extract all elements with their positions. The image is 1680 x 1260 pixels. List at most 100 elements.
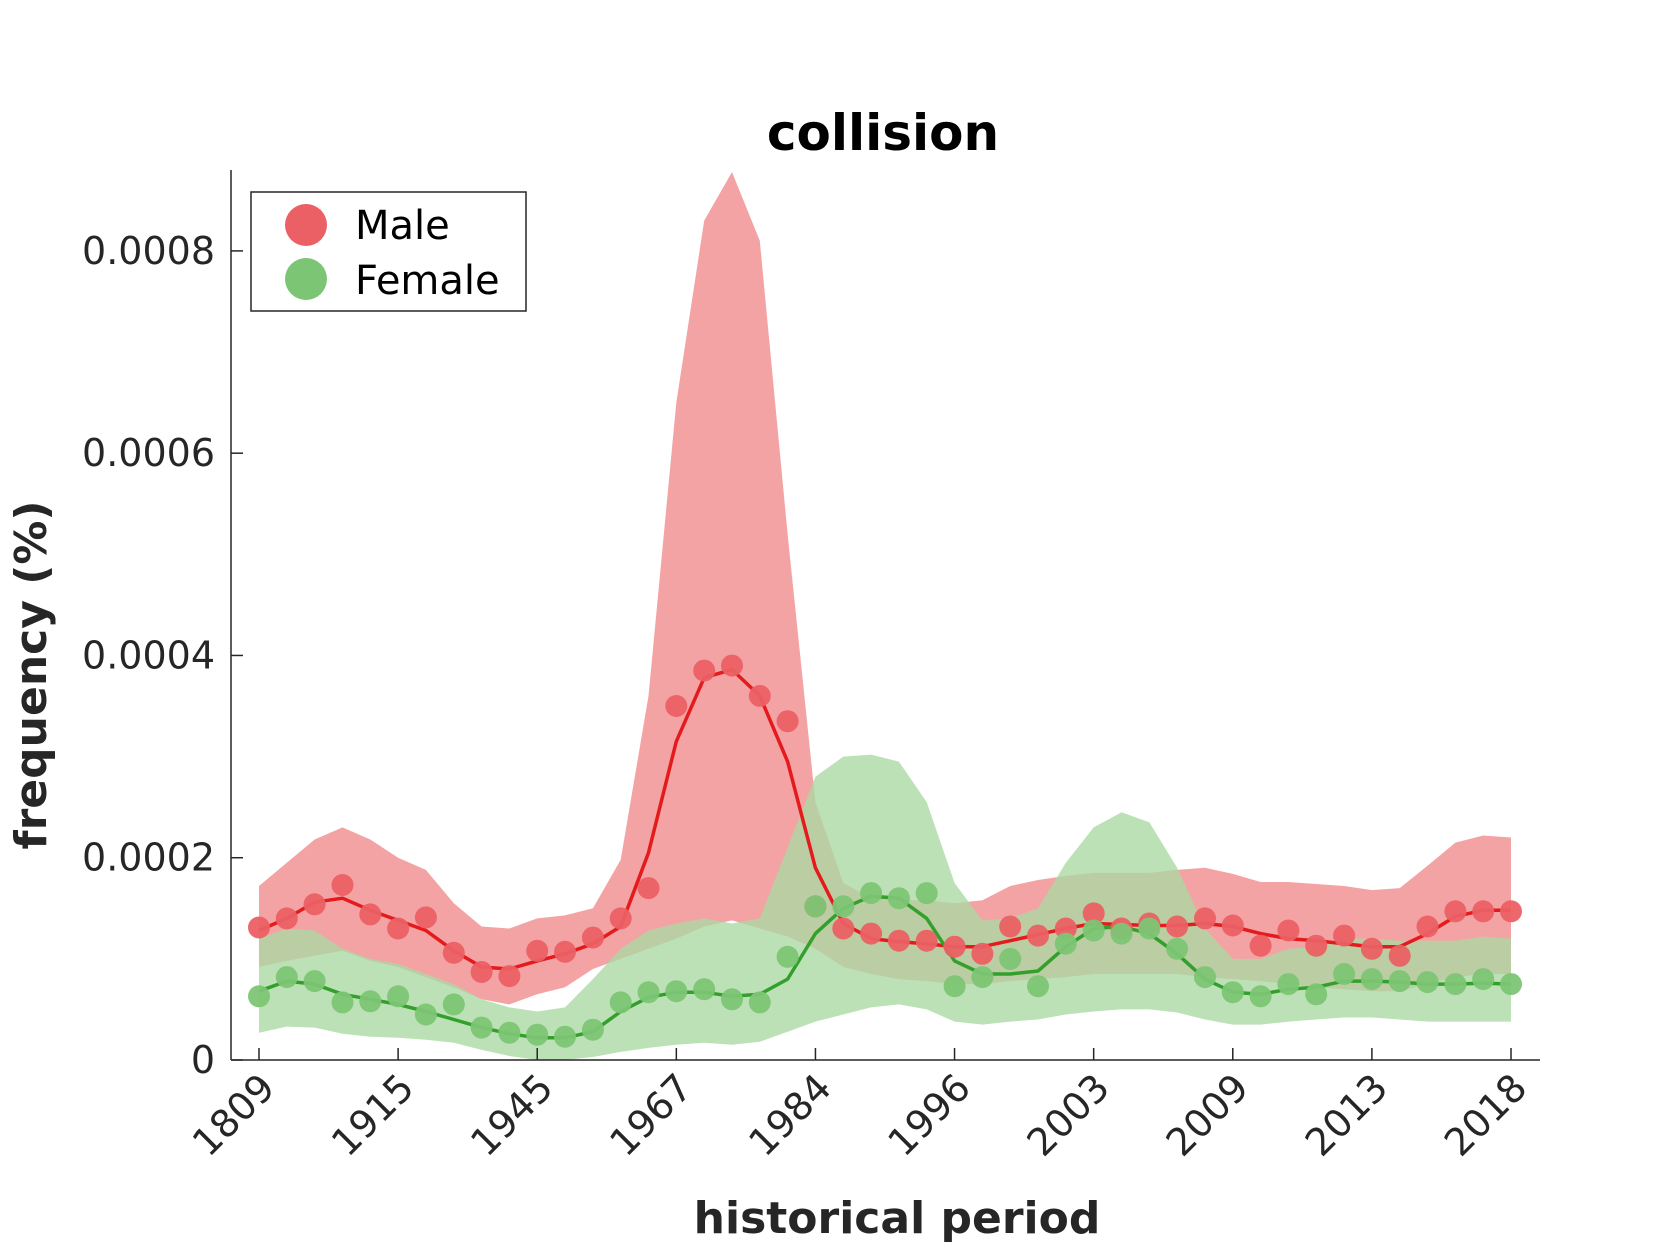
x-tick-label: 1967 [601, 1065, 701, 1165]
point-female [331, 991, 354, 1014]
point-female [526, 1023, 549, 1046]
x-tick-label: 2009 [1158, 1065, 1258, 1165]
point-male [748, 684, 771, 707]
point-male [1221, 914, 1244, 937]
y-tick-label: 0.0006 [82, 431, 215, 475]
legend-label-male: Male [355, 203, 450, 249]
point-female [1082, 919, 1105, 942]
point-male [1249, 934, 1272, 957]
axes [230, 170, 1540, 1061]
line-female [258, 894, 1512, 1040]
point-female [1305, 983, 1328, 1006]
point-male [943, 935, 966, 958]
point-male [971, 942, 994, 965]
point-female [860, 882, 883, 905]
point-female [1416, 971, 1439, 994]
point-female [470, 1016, 493, 1039]
x-tick-label: 1984 [740, 1065, 840, 1165]
point-male [721, 654, 743, 677]
point-male [1027, 924, 1049, 947]
y-tick-label: 0.0002 [82, 836, 215, 880]
point-female [498, 1021, 521, 1044]
x-tick-label: 2018 [1436, 1065, 1536, 1165]
point-female [248, 985, 270, 1008]
band-male [259, 172, 1511, 1005]
point-male [359, 903, 382, 926]
point-female [1472, 968, 1495, 991]
point-male [1500, 900, 1522, 923]
y-tick-label: 0.0008 [82, 229, 215, 273]
point-male [860, 922, 883, 945]
point-female [1138, 917, 1161, 940]
point-male [248, 916, 270, 939]
point-female [1360, 968, 1383, 991]
point-female [1277, 973, 1300, 996]
point-male [999, 915, 1022, 938]
point-female [414, 1003, 437, 1026]
point-male [776, 710, 799, 733]
x-tick-label: 2003 [1019, 1065, 1119, 1165]
point-female [1027, 975, 1049, 998]
point-male [1082, 902, 1105, 925]
y-tick-label: 0.0004 [82, 633, 215, 677]
point-male [693, 659, 716, 682]
point-male [554, 940, 576, 963]
point-female [832, 895, 855, 918]
point-male [275, 907, 298, 930]
point-male [1277, 919, 1300, 942]
point-male [1305, 934, 1328, 957]
legend-marker-female [285, 258, 327, 300]
point-male [1416, 915, 1439, 938]
point-male [832, 917, 855, 940]
point-female [637, 981, 660, 1004]
point-female [693, 978, 716, 1001]
point-female [748, 991, 771, 1014]
point-female [915, 882, 938, 905]
point-male [915, 929, 938, 952]
point-female [1194, 966, 1216, 989]
point-male [303, 893, 326, 916]
y-tick-label: 0 [191, 1038, 215, 1082]
point-male [526, 939, 549, 962]
point-male [609, 907, 632, 930]
point-female [1221, 981, 1244, 1004]
x-tick-label: 1915 [323, 1065, 423, 1165]
point-female [1444, 973, 1467, 996]
line-male [258, 667, 1511, 971]
x-tick-label: 1996 [879, 1065, 979, 1165]
point-female [1388, 970, 1411, 993]
point-female [1054, 932, 1077, 955]
point-male [1388, 944, 1411, 967]
point-male [470, 961, 493, 983]
x-tick-label: 1945 [462, 1065, 562, 1165]
legend-label-female: Female [355, 258, 500, 304]
point-female [581, 1018, 604, 1041]
point-female [609, 991, 632, 1014]
point-female [804, 895, 827, 918]
point-male [442, 941, 465, 964]
point-male [1333, 924, 1356, 947]
point-male [498, 965, 521, 988]
point-male [1444, 900, 1467, 923]
point-female [303, 970, 326, 993]
point-female [359, 990, 382, 1013]
point-male [414, 906, 437, 929]
point-female [1110, 922, 1133, 945]
x-axis-title: historical period [694, 1193, 1101, 1244]
data-points [248, 654, 1522, 1048]
point-female [971, 966, 994, 989]
x-tick-label: 2013 [1297, 1065, 1397, 1165]
point-female [387, 985, 410, 1008]
point-male [331, 874, 354, 896]
legend: Male Female [250, 191, 527, 312]
point-male [581, 926, 604, 949]
trend-lines [258, 667, 1512, 1040]
point-female [1500, 973, 1522, 996]
point-female [442, 993, 465, 1016]
point-female [943, 975, 966, 998]
point-male [1360, 937, 1383, 960]
point-female [1166, 937, 1189, 960]
point-female [1249, 985, 1272, 1008]
point-male [387, 917, 410, 940]
